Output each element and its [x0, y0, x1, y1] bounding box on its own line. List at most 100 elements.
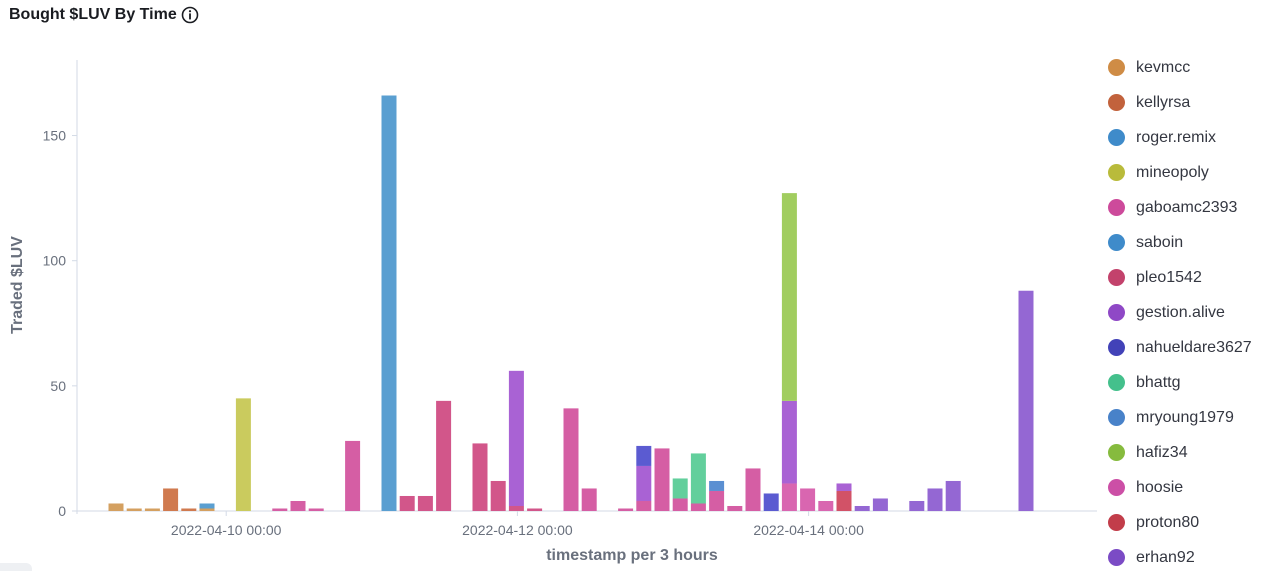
- y-axis-title: Traded $LUV: [9, 236, 26, 334]
- bar-gaboamc2393[interactable]: [654, 448, 670, 511]
- legend-item-saboin[interactable]: saboin: [1108, 225, 1280, 260]
- legend-item-gestion-alive[interactable]: gestion.alive: [1108, 295, 1280, 330]
- legend-item-bhattg[interactable]: bhattg: [1108, 365, 1280, 400]
- bar-gestion-alive[interactable]: [636, 465, 652, 501]
- legend-label: kevmcc: [1136, 58, 1191, 76]
- legend-swatch: [1108, 199, 1125, 216]
- bar-bhattg[interactable]: [672, 478, 688, 499]
- bar-kevmcc[interactable]: [144, 508, 160, 511]
- legend-swatch: [1108, 339, 1125, 356]
- legend-swatch: [1108, 59, 1125, 76]
- bar-gaboamc2393[interactable]: [563, 408, 579, 511]
- legend-swatch: [1108, 549, 1125, 566]
- y-tick-label: 50: [50, 378, 66, 394]
- legend-swatch: [1108, 129, 1125, 146]
- chart-title-text: Bought $LUV By Time: [9, 6, 177, 23]
- bar-mineopoly[interactable]: [235, 398, 251, 511]
- legend-swatch: [1108, 444, 1125, 461]
- legend-swatch: [1108, 374, 1125, 391]
- bar-pleo1542[interactable]: [508, 505, 524, 511]
- bar-saboin[interactable]: [381, 95, 397, 512]
- legend-item-roger-remix[interactable]: roger.remix: [1108, 120, 1280, 155]
- legend-label: gaboamc2393: [1136, 198, 1238, 216]
- y-tick-label: 150: [43, 128, 67, 144]
- bar-gaboamc2393[interactable]: [709, 490, 725, 511]
- bar-gaboamc2393[interactable]: [272, 508, 288, 511]
- bar-erhan92[interactable]: [909, 500, 925, 511]
- bar-pleo1542[interactable]: [399, 495, 415, 511]
- bar-mryoung1979[interactable]: [709, 480, 725, 491]
- bar-gaboamc2393[interactable]: [290, 500, 306, 511]
- bar-hoosie[interactable]: [800, 488, 816, 511]
- legend-swatch: [1108, 94, 1125, 111]
- bar-bhattg[interactable]: [690, 453, 706, 504]
- bar-gaboamc2393[interactable]: [690, 503, 706, 511]
- legend-swatch: [1108, 409, 1125, 426]
- legend-item-hafiz34[interactable]: hafiz34: [1108, 435, 1280, 470]
- bar-erhan92[interactable]: [872, 498, 888, 511]
- legend-label: gestion.alive: [1136, 303, 1225, 321]
- legend-swatch: [1108, 514, 1125, 531]
- legend-label: erhan92: [1136, 548, 1195, 566]
- chart-title: Bought $LUV By Time: [9, 6, 199, 24]
- legend-item-mineopoly[interactable]: mineopoly: [1108, 155, 1280, 190]
- legend-swatch: [1108, 269, 1125, 286]
- legend-swatch: [1108, 479, 1125, 496]
- legend-swatch: [1108, 234, 1125, 251]
- x-tick-label: 2022-04-14 00:00: [753, 522, 864, 538]
- legend-item-kellyrsa[interactable]: kellyrsa: [1108, 85, 1280, 120]
- bar-nahueldare3627[interactable]: [763, 493, 779, 511]
- bar-pleo1542[interactable]: [436, 400, 452, 511]
- bar-kellyrsa[interactable]: [181, 508, 197, 511]
- bar-gaboamc2393[interactable]: [745, 468, 761, 511]
- legend-label: nahueldare3627: [1136, 338, 1252, 356]
- bar-gaboamc2393[interactable]: [345, 440, 361, 511]
- legend-item-kevmcc[interactable]: kevmcc: [1108, 50, 1280, 85]
- bar-kevmcc[interactable]: [199, 508, 215, 511]
- legend-item-proton80[interactable]: proton80: [1108, 505, 1280, 540]
- bar-hafiz34[interactable]: [781, 193, 797, 401]
- bar-proton80[interactable]: [836, 490, 852, 511]
- legend-item-nahueldare3627[interactable]: nahueldare3627: [1108, 330, 1280, 365]
- bar-gaboamc2393[interactable]: [581, 488, 597, 511]
- bar-roger-remix[interactable]: [199, 503, 215, 509]
- bar-kevmcc[interactable]: [126, 508, 142, 511]
- bar-gaboamc2393[interactable]: [727, 505, 743, 511]
- legend-label: proton80: [1136, 513, 1200, 531]
- bar-nahueldare3627[interactable]: [636, 445, 652, 466]
- bar-erhan92[interactable]: [927, 488, 943, 511]
- legend-item-pleo1542[interactable]: pleo1542: [1108, 260, 1280, 295]
- panel-corner-tab: [0, 563, 32, 571]
- bar-kellyrsa[interactable]: [163, 488, 179, 511]
- legend-label: mineopoly: [1136, 163, 1209, 181]
- y-tick-label: 100: [43, 253, 67, 269]
- legend-item-mryoung1979[interactable]: mryoung1979: [1108, 400, 1280, 435]
- bar-pleo1542[interactable]: [490, 480, 506, 511]
- legend-label: roger.remix: [1136, 128, 1217, 146]
- bar-pleo1542[interactable]: [527, 508, 543, 511]
- bar-pleo1542[interactable]: [417, 495, 433, 511]
- bar-erhan92[interactable]: [854, 505, 870, 511]
- bar-erhan92[interactable]: [1018, 290, 1034, 511]
- x-tick-label: 2022-04-10 00:00: [171, 522, 282, 538]
- legend-label: hafiz34: [1136, 443, 1188, 461]
- bar-gaboamc2393[interactable]: [308, 508, 324, 511]
- bar-erhan92[interactable]: [945, 480, 961, 511]
- bar-gaboamc2393[interactable]: [636, 500, 652, 511]
- bar-gestion-alive[interactable]: [836, 483, 852, 491]
- legend-item-gaboamc2393[interactable]: gaboamc2393: [1108, 190, 1280, 225]
- bar-hoosie[interactable]: [781, 483, 797, 511]
- legend-label: hoosie: [1136, 478, 1184, 496]
- info-icon[interactable]: [181, 6, 199, 24]
- legend: kevmcc kellyrsa roger.remix mineopoly gaboam…: [1108, 50, 1280, 575]
- bar-hoosie[interactable]: [818, 500, 834, 511]
- bar-chart: 0 50 100 150 2022-04-10 00:00 2022-04-12 00:0…: [9, 60, 1097, 564]
- bar-pleo1542[interactable]: [472, 443, 488, 511]
- bar-gestion-alive[interactable]: [781, 400, 797, 484]
- bar-gaboamc2393[interactable]: [618, 508, 634, 511]
- legend-item-hoosie[interactable]: hoosie: [1108, 470, 1280, 505]
- bar-kevmcc[interactable]: [108, 503, 124, 511]
- legend-item-erhan92[interactable]: erhan92: [1108, 540, 1280, 575]
- bar-gaboamc2393[interactable]: [672, 498, 688, 511]
- bar-gestion-alive[interactable]: [508, 370, 524, 506]
